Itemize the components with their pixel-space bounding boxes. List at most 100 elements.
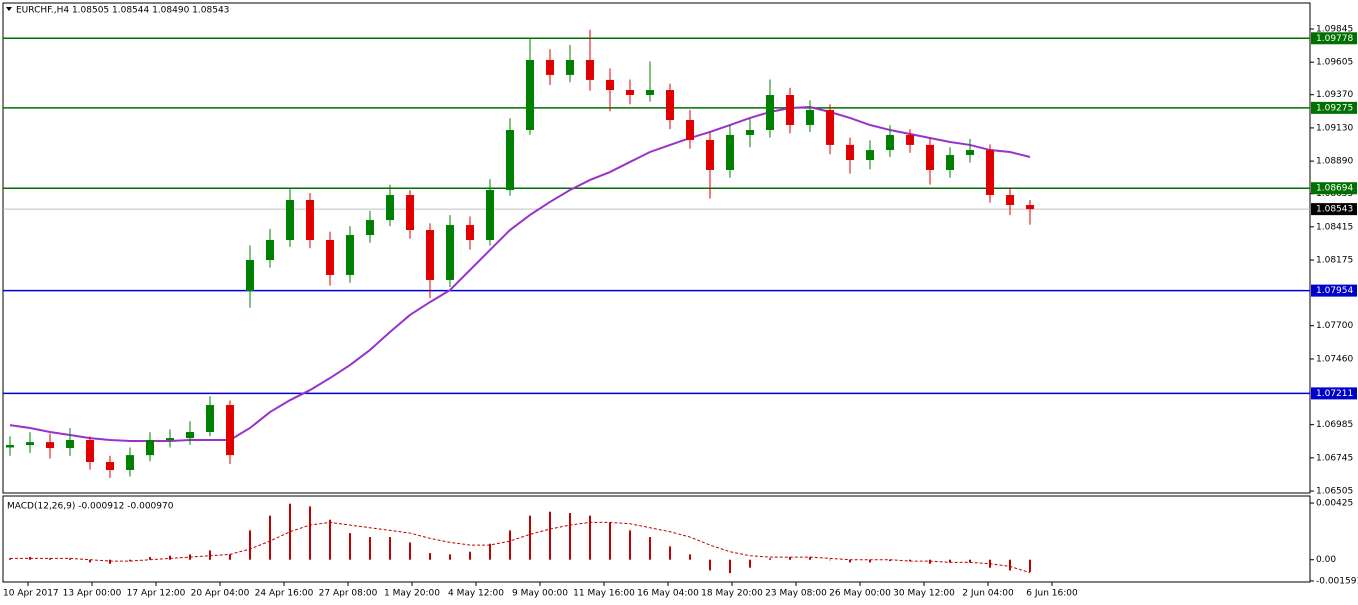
level-label: 1.09275 — [1316, 103, 1353, 113]
macd-bar — [369, 537, 371, 560]
y-tick-label: 1.09605 — [1316, 58, 1353, 68]
candle-body — [426, 230, 434, 280]
candle-body — [986, 150, 994, 196]
macd-bar — [209, 550, 211, 560]
y-tick-label: 1.06505 — [1316, 487, 1353, 497]
macd-bar — [329, 519, 331, 560]
macd-bar — [509, 530, 511, 560]
macd-title: MACD(12,26,9) -0.000912 -0.000970 — [7, 502, 174, 512]
moving-average — [9, 106, 1031, 442]
macd-bar — [629, 530, 631, 560]
candle-body — [386, 195, 394, 221]
macd-bar — [229, 554, 231, 560]
candle-body — [6, 444, 14, 448]
candle-body — [146, 440, 154, 456]
candle-body — [866, 150, 874, 161]
x-tick-label: 17 Apr 12:00 — [127, 589, 186, 599]
macd-bar — [669, 546, 671, 560]
macd-signal — [10, 521, 1031, 574]
level-label-box — [1311, 32, 1357, 45]
menu-arrow[interactable] — [6, 7, 12, 11]
candle-body — [166, 438, 174, 441]
macd-bar — [549, 511, 551, 560]
candle-body — [626, 90, 634, 95]
level-label: 1.07954 — [1316, 286, 1353, 296]
level-label-box — [1311, 284, 1357, 297]
macd-bar — [49, 558, 51, 560]
x-tick-label: 10 Apr 2017 — [3, 589, 59, 599]
macd-bar — [409, 542, 411, 560]
macd-bar — [929, 559, 931, 564]
x-tick-label: 20 Apr 04:00 — [191, 589, 250, 599]
y-tick-label: 1.09130 — [1316, 123, 1353, 133]
macd-bar — [309, 506, 311, 560]
candle-body — [666, 90, 674, 121]
macd-bar — [129, 559, 131, 562]
x-tick-label: 26 May 00:00 — [829, 589, 891, 599]
macd-bar — [749, 559, 751, 568]
candle-body — [466, 225, 474, 240]
candle-body — [746, 129, 754, 135]
candle-body — [366, 220, 374, 235]
x-tick-label: 9 May 00:00 — [512, 589, 568, 599]
y-tick-label: 1.07460 — [1316, 354, 1353, 364]
y-tick-label: 1.06745 — [1316, 453, 1353, 463]
candle-body — [766, 94, 774, 130]
main-frame — [2, 2, 1311, 494]
candle-body — [926, 144, 934, 170]
candle-body — [526, 59, 534, 130]
macd-tick-label: 0.00425 — [1316, 499, 1353, 509]
candle-body — [806, 109, 814, 126]
x-tick-label: 18 May 20:00 — [701, 589, 763, 599]
macd-tick-label: 0.00 — [1316, 555, 1336, 565]
candle-body — [546, 59, 554, 75]
candle-body — [586, 59, 594, 80]
macd-bar — [689, 554, 691, 560]
macd-bar — [249, 530, 251, 560]
macd-bar — [909, 559, 911, 562]
macd-bar — [109, 559, 111, 564]
level-label-box — [1311, 101, 1357, 114]
macd-bar — [489, 543, 491, 560]
macd-bar — [849, 559, 851, 563]
macd-bar — [349, 533, 351, 560]
macd-bar — [389, 537, 391, 560]
candle-body — [246, 260, 254, 292]
macd-bar — [1029, 559, 1031, 572]
candle-body — [406, 195, 414, 231]
candle-body — [506, 129, 514, 191]
candle-body — [446, 225, 454, 280]
x-tick-label: 13 Apr 00:00 — [63, 589, 122, 599]
x-tick-label: 11 May 16:00 — [573, 589, 635, 599]
macd-bar — [969, 559, 971, 563]
candle-body — [966, 150, 974, 156]
macd-bar — [449, 554, 451, 560]
macd-frame — [2, 495, 1311, 583]
macd-bar — [1009, 559, 1011, 571]
macd-bar — [709, 559, 711, 571]
candle-body — [286, 199, 294, 240]
candle-body — [566, 59, 574, 75]
macd-bar — [609, 522, 611, 560]
macd-bar — [429, 553, 431, 560]
candle-body — [266, 239, 274, 261]
candle-body — [946, 155, 954, 170]
x-tick-label: 6 Jun 16:00 — [1026, 589, 1078, 599]
y-tick-label: 1.06985 — [1316, 420, 1353, 430]
candle-body — [646, 90, 654, 95]
macd-bar — [169, 555, 171, 560]
level-label: 1.07211 — [1316, 389, 1353, 399]
macd-bar — [289, 503, 291, 560]
candle-body — [686, 120, 694, 140]
macd-bar — [149, 557, 151, 560]
level-label-box — [1311, 387, 1357, 400]
macd-bar — [889, 559, 891, 562]
macd-bar — [469, 551, 471, 560]
macd-bar — [789, 557, 791, 560]
candle-body — [346, 234, 354, 275]
candle-body — [66, 440, 74, 449]
candle-body — [126, 455, 134, 471]
candle-body — [606, 79, 614, 91]
candle-body — [326, 239, 334, 275]
